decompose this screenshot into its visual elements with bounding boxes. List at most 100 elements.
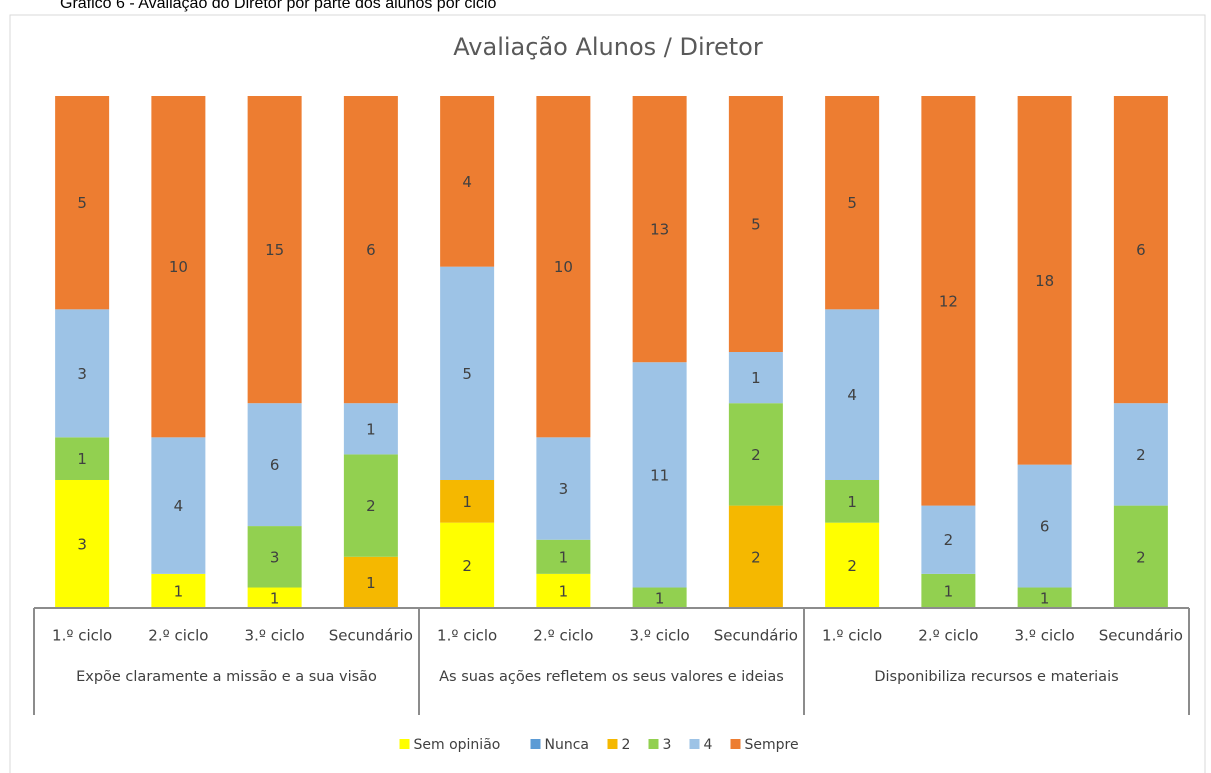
legend-swatch xyxy=(730,739,741,749)
data-label: 5 xyxy=(77,194,87,212)
data-label: 15 xyxy=(265,241,284,259)
bar-segment xyxy=(1017,96,1072,465)
bar-segment xyxy=(536,437,591,540)
group-label: As suas ações refletem os seus valores e… xyxy=(439,669,784,685)
bar-segment xyxy=(247,526,302,588)
legend-swatch xyxy=(607,739,618,749)
x-tick-label: 2.º ciclo xyxy=(918,627,978,645)
bar-segment xyxy=(151,96,206,438)
data-label: 6 xyxy=(366,241,376,259)
data-label: 2 xyxy=(366,497,376,515)
legend-label: Sem opinião xyxy=(414,737,501,753)
data-label: 1 xyxy=(1040,589,1050,607)
x-tick-label: Secundário xyxy=(1099,627,1183,645)
legend-swatch xyxy=(648,739,659,749)
x-tick-label: 1.º ciclo xyxy=(437,627,497,645)
data-label: 2 xyxy=(751,446,761,464)
data-label: 18 xyxy=(1035,272,1054,290)
x-tick-label: Secundário xyxy=(714,627,798,645)
bar-segment xyxy=(825,522,880,608)
group-label: Disponibiliza recursos e materiais xyxy=(874,669,1119,685)
data-label: 3 xyxy=(559,480,569,498)
data-label: 5 xyxy=(462,365,472,383)
data-label: 6 xyxy=(1040,518,1050,536)
bar-segment xyxy=(825,96,880,310)
data-label: 4 xyxy=(462,173,472,191)
bar-segment xyxy=(247,96,302,404)
bar-segment xyxy=(247,587,302,608)
bar-segment xyxy=(343,403,398,455)
data-label: 2 xyxy=(751,548,761,566)
legend-label: 3 xyxy=(663,737,672,753)
legend-swatch xyxy=(689,739,700,749)
bar-segment xyxy=(728,403,783,506)
data-label: 1 xyxy=(944,582,954,600)
group-label-box: Expõe claramente a missão e a sua visão xyxy=(76,669,377,685)
legend-label: 2 xyxy=(622,737,631,753)
data-label: 3 xyxy=(77,536,87,554)
bar-segment xyxy=(1017,587,1072,608)
data-label: 11 xyxy=(650,466,669,484)
bar-segment xyxy=(151,573,206,608)
data-label: 2 xyxy=(944,531,954,549)
x-tick-label: Secundário xyxy=(329,627,413,645)
legend-label: Sempre xyxy=(745,737,799,753)
legend-swatch xyxy=(399,739,410,749)
group-label-box: Disponibiliza recursos e materiais xyxy=(874,669,1119,685)
data-label: 1 xyxy=(77,450,87,468)
group-label-box: As suas ações refletem os seus valores e… xyxy=(439,669,784,685)
bar-segment xyxy=(1113,96,1168,404)
bar-segment xyxy=(632,96,687,363)
data-label: 2 xyxy=(1136,548,1146,566)
bar-segment xyxy=(536,539,591,574)
chart-frame xyxy=(9,14,1206,773)
bar-segment xyxy=(921,573,976,608)
legend-label: 4 xyxy=(704,737,713,753)
bar-segment xyxy=(632,362,687,588)
data-label: 1 xyxy=(559,548,569,566)
bar-segment xyxy=(825,309,880,480)
data-label: 1 xyxy=(751,369,761,387)
data-label: 4 xyxy=(847,386,857,404)
data-label: 4 xyxy=(174,497,184,515)
bar-segment xyxy=(536,96,591,438)
bar-segment xyxy=(1017,464,1072,588)
x-tick-label: 3.º ciclo xyxy=(1015,627,1075,645)
bar-segment xyxy=(55,437,110,480)
bar-segment xyxy=(536,573,591,608)
x-tick-label: 1.º ciclo xyxy=(822,627,882,645)
x-tick-label: 1.º ciclo xyxy=(52,627,112,645)
bar-segment xyxy=(55,480,110,608)
data-label: 13 xyxy=(650,221,669,239)
bar-segment xyxy=(728,352,783,404)
data-label: 2 xyxy=(1136,446,1146,464)
bar-segment xyxy=(440,480,495,523)
data-label: 6 xyxy=(270,456,280,474)
legend-swatch xyxy=(530,739,541,749)
bar-segment xyxy=(440,96,495,267)
group-label: Expõe claramente a missão e a sua visão xyxy=(76,669,377,685)
caption: Gráfico 6 - Avaliação do Diretor por par… xyxy=(60,0,496,12)
bar-segment xyxy=(440,266,495,480)
data-label: 1 xyxy=(270,589,280,607)
data-label: 1 xyxy=(559,582,569,600)
data-label: 10 xyxy=(554,258,573,276)
bar-segment xyxy=(1113,403,1168,506)
bar-segment xyxy=(247,403,302,527)
bar-segment xyxy=(921,96,976,506)
x-tick-label: 2.º ciclo xyxy=(533,627,593,645)
data-label: 5 xyxy=(751,216,761,234)
bar-segment xyxy=(440,522,495,608)
data-label: 5 xyxy=(847,194,857,212)
data-label: 3 xyxy=(77,365,87,383)
x-tick-label: 3.º ciclo xyxy=(245,627,305,645)
data-label: 1 xyxy=(366,574,376,592)
data-label: 1 xyxy=(462,493,472,511)
data-label: 1 xyxy=(174,582,184,600)
data-label: 3 xyxy=(270,548,280,566)
bar-segment xyxy=(728,505,783,608)
data-label: 6 xyxy=(1136,241,1146,259)
bar-segment xyxy=(55,309,110,438)
